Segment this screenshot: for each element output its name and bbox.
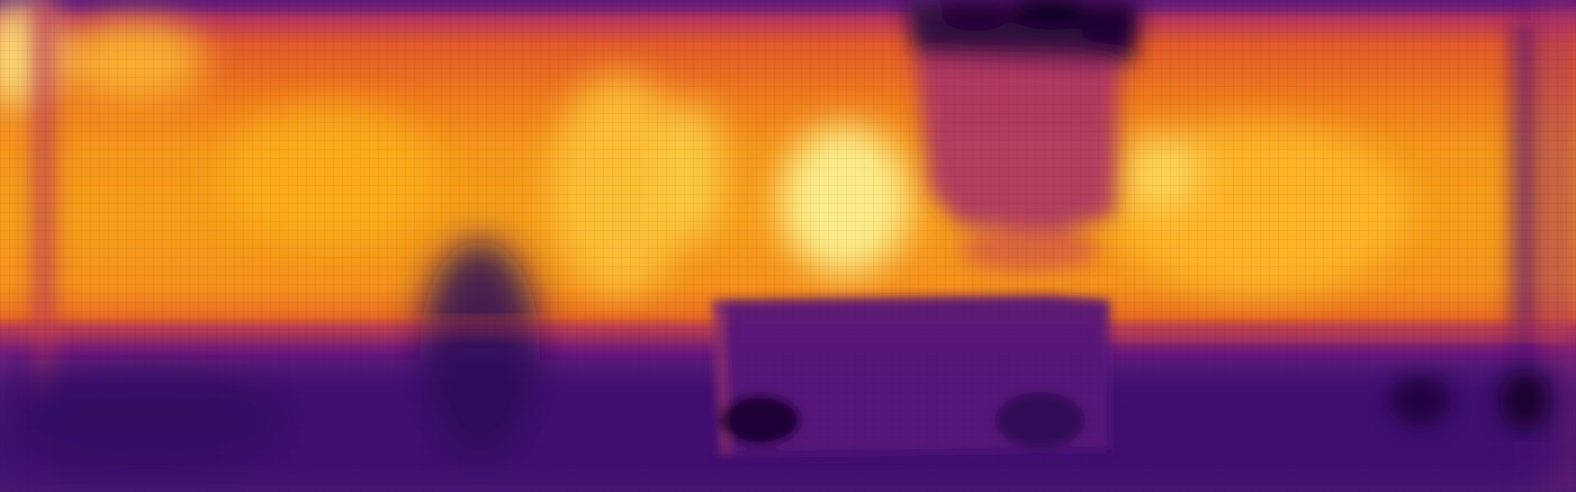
warm-column-mid <box>667 100 723 240</box>
central-object-shoulder <box>960 228 1100 272</box>
warm-band-left <box>220 105 440 245</box>
transition-band-right <box>1110 325 1576 339</box>
transition-band <box>0 318 720 330</box>
hot-spot-right <box>1120 135 1200 205</box>
dark-blob-bottom-left <box>10 370 290 470</box>
dark-spot-box-right <box>995 392 1085 448</box>
dark-blob-top-center-2 <box>940 0 1010 31</box>
hot-spot-center <box>780 125 910 275</box>
top-dark-strip <box>0 0 1576 10</box>
dark-blob-top-center-3 <box>1080 0 1140 50</box>
dark-spot-box-left <box>720 395 800 445</box>
dark-pole-left <box>33 0 55 400</box>
dark-spot-corner-right <box>1500 370 1550 430</box>
dark-spot-bottom-right <box>1390 375 1450 425</box>
warm-patch-upper-left <box>65 20 205 100</box>
dark-column-left <box>420 240 540 460</box>
warm-band-mid <box>550 75 690 295</box>
dark-blob-top-center <box>1010 0 1090 30</box>
central-object-body <box>915 55 1120 230</box>
